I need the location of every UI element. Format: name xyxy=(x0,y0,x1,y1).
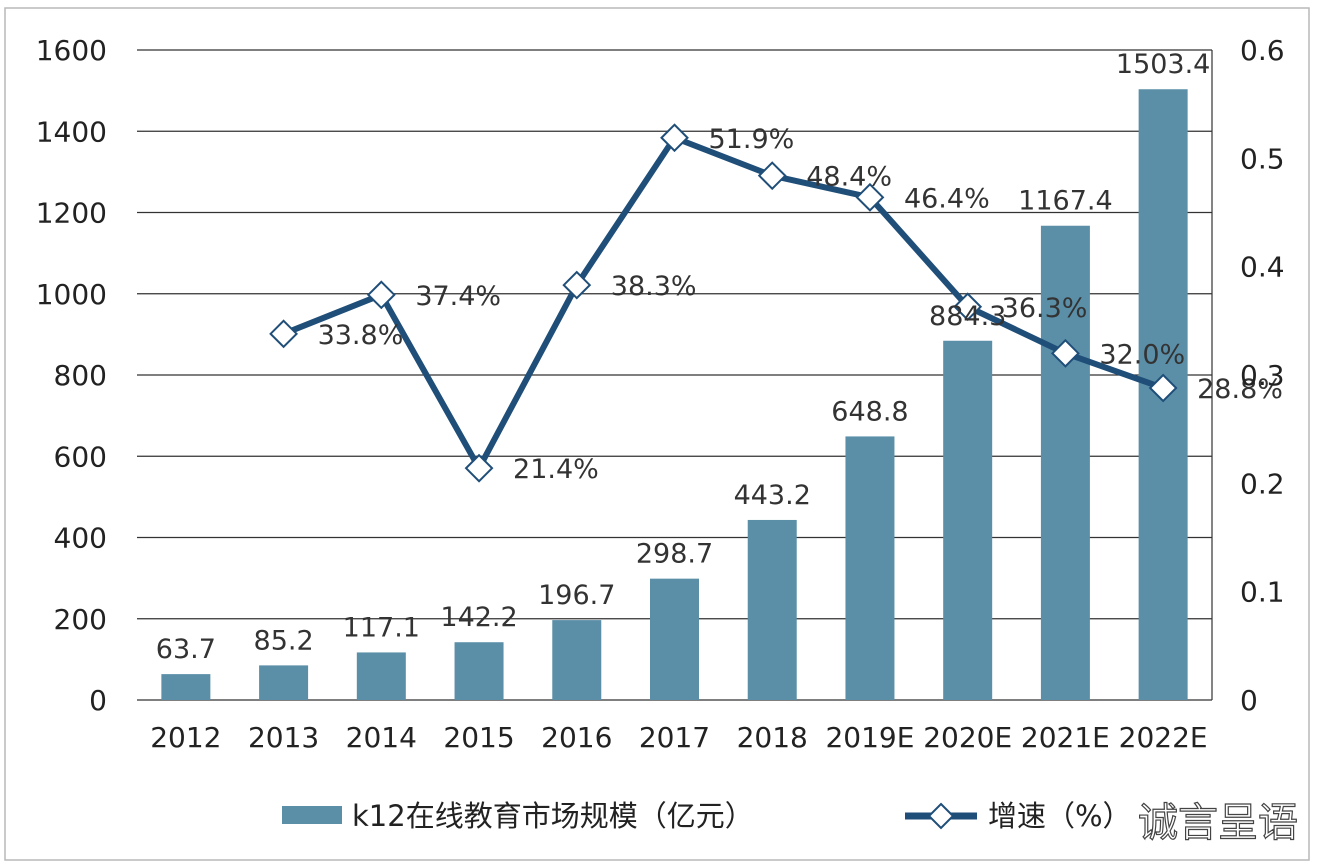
bar-value-label: 648.8 xyxy=(831,396,908,427)
line-value-label: 51.9% xyxy=(709,124,795,155)
line-value-label: 33.8% xyxy=(318,320,404,351)
bar xyxy=(161,674,211,700)
line-point-marker xyxy=(269,319,299,349)
x-tick-label: 2020E xyxy=(923,721,1012,754)
bar-value-label: 1167.4 xyxy=(1018,186,1112,217)
y-left-tick-label: 800 xyxy=(54,359,107,392)
y-right-tick-label: 0.2 xyxy=(1240,467,1285,500)
bar-value-label: 884.3 xyxy=(929,301,1006,332)
line-point-marker xyxy=(660,123,689,153)
y-left-tick-label: 0 xyxy=(89,684,107,717)
line-point-marker xyxy=(953,292,983,322)
bar-value-label: 443.2 xyxy=(734,480,811,511)
line-value-label: 48.4% xyxy=(806,162,892,193)
y-left-tick-label: 200 xyxy=(54,603,107,636)
x-tick-label: 2013 xyxy=(248,721,319,754)
x-tick-label: 2016 xyxy=(541,721,612,754)
line-point-marker xyxy=(855,182,885,212)
y-right-tick-label: 0 xyxy=(1240,684,1258,717)
growth-rate-line xyxy=(282,134,1165,472)
y-right-tick-label: 0.6 xyxy=(1240,34,1285,67)
legend: k12在线教育市场规模（亿元） 增速（%） xyxy=(282,799,1132,833)
y-right-tick-label: 0.3 xyxy=(1240,359,1285,392)
legend-diamond-marker xyxy=(927,802,955,830)
bar-value-label: 1503.4 xyxy=(1116,49,1210,80)
x-tick-label: 2015 xyxy=(443,721,514,754)
chart-border xyxy=(4,7,1310,861)
line-value-label: 46.4% xyxy=(904,183,990,214)
line-value-label: 37.4% xyxy=(415,281,501,312)
line-point-marker xyxy=(464,453,494,483)
bar xyxy=(650,578,699,700)
data-labels: 63.7 85.2 117.1 142.2 196.7 298.7 443.2 648.8 88… xyxy=(156,49,1283,665)
bar-value-label: 63.7 xyxy=(156,634,216,665)
line-value-label: 36.3% xyxy=(1002,293,1088,324)
bar xyxy=(845,436,895,700)
line-point-marker xyxy=(1050,338,1080,368)
line-value-label: 32.0% xyxy=(1099,339,1185,370)
bar xyxy=(943,340,993,700)
line-point-marker xyxy=(757,161,787,191)
x-tick-label: 2012 xyxy=(150,721,221,754)
y-right-tick-label: 0.1 xyxy=(1240,576,1285,609)
line-series xyxy=(269,123,1178,483)
bar-value-label: 117.1 xyxy=(343,612,420,643)
legend-bar-swatch xyxy=(282,806,342,824)
bar xyxy=(454,642,504,700)
y-left-tick-label: 1400 xyxy=(36,115,107,148)
line-point-marker xyxy=(1148,373,1178,403)
y-right-tick-label: 0.5 xyxy=(1240,142,1285,175)
bar xyxy=(259,665,309,700)
x-tick-label: 2022E xyxy=(1119,721,1208,754)
bar xyxy=(552,620,602,700)
legend-line-label: 增速（%） xyxy=(988,799,1132,833)
line-point-marker xyxy=(366,280,396,310)
x-tick-label: 2021E xyxy=(1021,721,1110,754)
y-left-tick-label: 1600 xyxy=(36,34,107,67)
watermark-text: 诚言呈语 xyxy=(1138,800,1298,846)
y-left-tick-label: 1000 xyxy=(36,278,107,311)
legend-bar-label: k12在线教育市场规模（亿元） xyxy=(352,799,754,833)
bar xyxy=(747,519,797,700)
y-left-tick-label: 600 xyxy=(54,440,107,473)
bar-value-label: 85.2 xyxy=(254,625,314,656)
bar-value-label: 298.7 xyxy=(636,539,713,570)
bar-value-label: 196.7 xyxy=(538,580,615,611)
bar xyxy=(1040,225,1090,700)
bar-value-label: 142.2 xyxy=(440,602,517,633)
line-point-marker xyxy=(562,270,592,300)
x-tick-label: 2018 xyxy=(737,721,808,754)
y-left-tick-label: 1200 xyxy=(36,197,107,230)
x-tick-label: 2014 xyxy=(346,721,417,754)
x-tick-label: 2019E xyxy=(825,721,914,754)
y-left-tick-label: 400 xyxy=(54,522,107,555)
line-value-label: 38.3% xyxy=(611,271,697,302)
bar xyxy=(356,652,406,700)
axes: 0 200 400 600 800 1000 1200 1400 1600 0 0.1 0.2 0.3 0… xyxy=(36,34,1285,754)
gridlines xyxy=(137,49,1212,701)
y-right-tick-label: 0.4 xyxy=(1240,251,1285,284)
x-tick-label: 2017 xyxy=(639,721,710,754)
line-value-label: 21.4% xyxy=(513,454,599,485)
